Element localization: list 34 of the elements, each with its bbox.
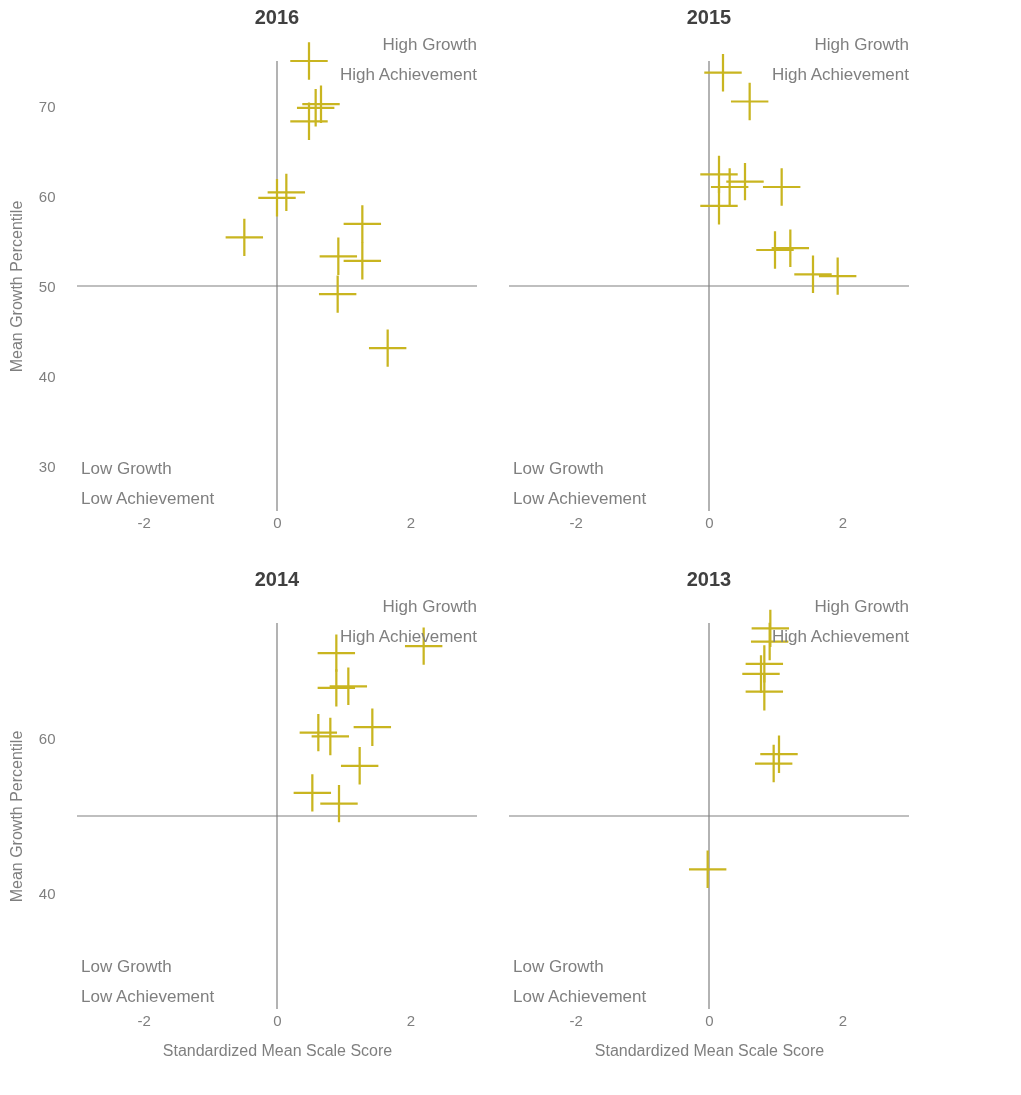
x-tick-label: -2 <box>137 513 151 531</box>
annotation: High Growth High Achievement <box>771 597 910 646</box>
x-tick-label: -2 <box>137 1011 151 1029</box>
x-tick-label: 2 <box>838 513 848 531</box>
x-tick-label: -2 <box>569 1011 583 1029</box>
x-axis-title: Standardized Mean Scale Score <box>162 1041 393 1059</box>
y-tick-label: 70 <box>38 97 56 115</box>
x-tick-label: -2 <box>569 513 583 531</box>
y-tick-label: 50 <box>38 277 56 295</box>
y-tick-label: 60 <box>38 730 56 748</box>
y-tick-label: 40 <box>38 884 56 902</box>
y-axis-title: Mean Growth Percentile <box>7 200 25 373</box>
chart-title: 2015 <box>686 6 732 28</box>
y-tick-label: 40 <box>38 367 56 385</box>
y-tick-label: 60 <box>38 187 56 205</box>
x-tick-label: 0 <box>273 513 282 531</box>
annotation: High Growth High Achievement <box>339 35 478 84</box>
annotation: Low Growth Low Achievement <box>513 957 647 1006</box>
annotation: Low Growth Low Achievement <box>513 459 647 508</box>
chart-title: 2016 <box>254 6 300 28</box>
x-tick-label: 2 <box>838 1011 848 1029</box>
x-tick-label: 0 <box>705 513 714 531</box>
x-tick-label: 0 <box>273 1011 282 1029</box>
y-axis-title: Mean Growth Percentile <box>7 730 25 903</box>
x-tick-label: 0 <box>705 1011 714 1029</box>
annotation: Low Growth Low Achievement <box>81 957 215 1006</box>
x-tick-label: 2 <box>406 1011 416 1029</box>
x-tick-label: 2 <box>406 513 416 531</box>
annotation: High Growth High Achievement <box>771 35 910 84</box>
chart-title: 2013 <box>686 568 732 590</box>
y-tick-label: 30 <box>38 457 56 475</box>
x-axis-title: Standardized Mean Scale Score <box>594 1041 825 1059</box>
chart-title: 2014 <box>254 568 301 590</box>
annotation: Low Growth Low Achievement <box>81 459 215 508</box>
